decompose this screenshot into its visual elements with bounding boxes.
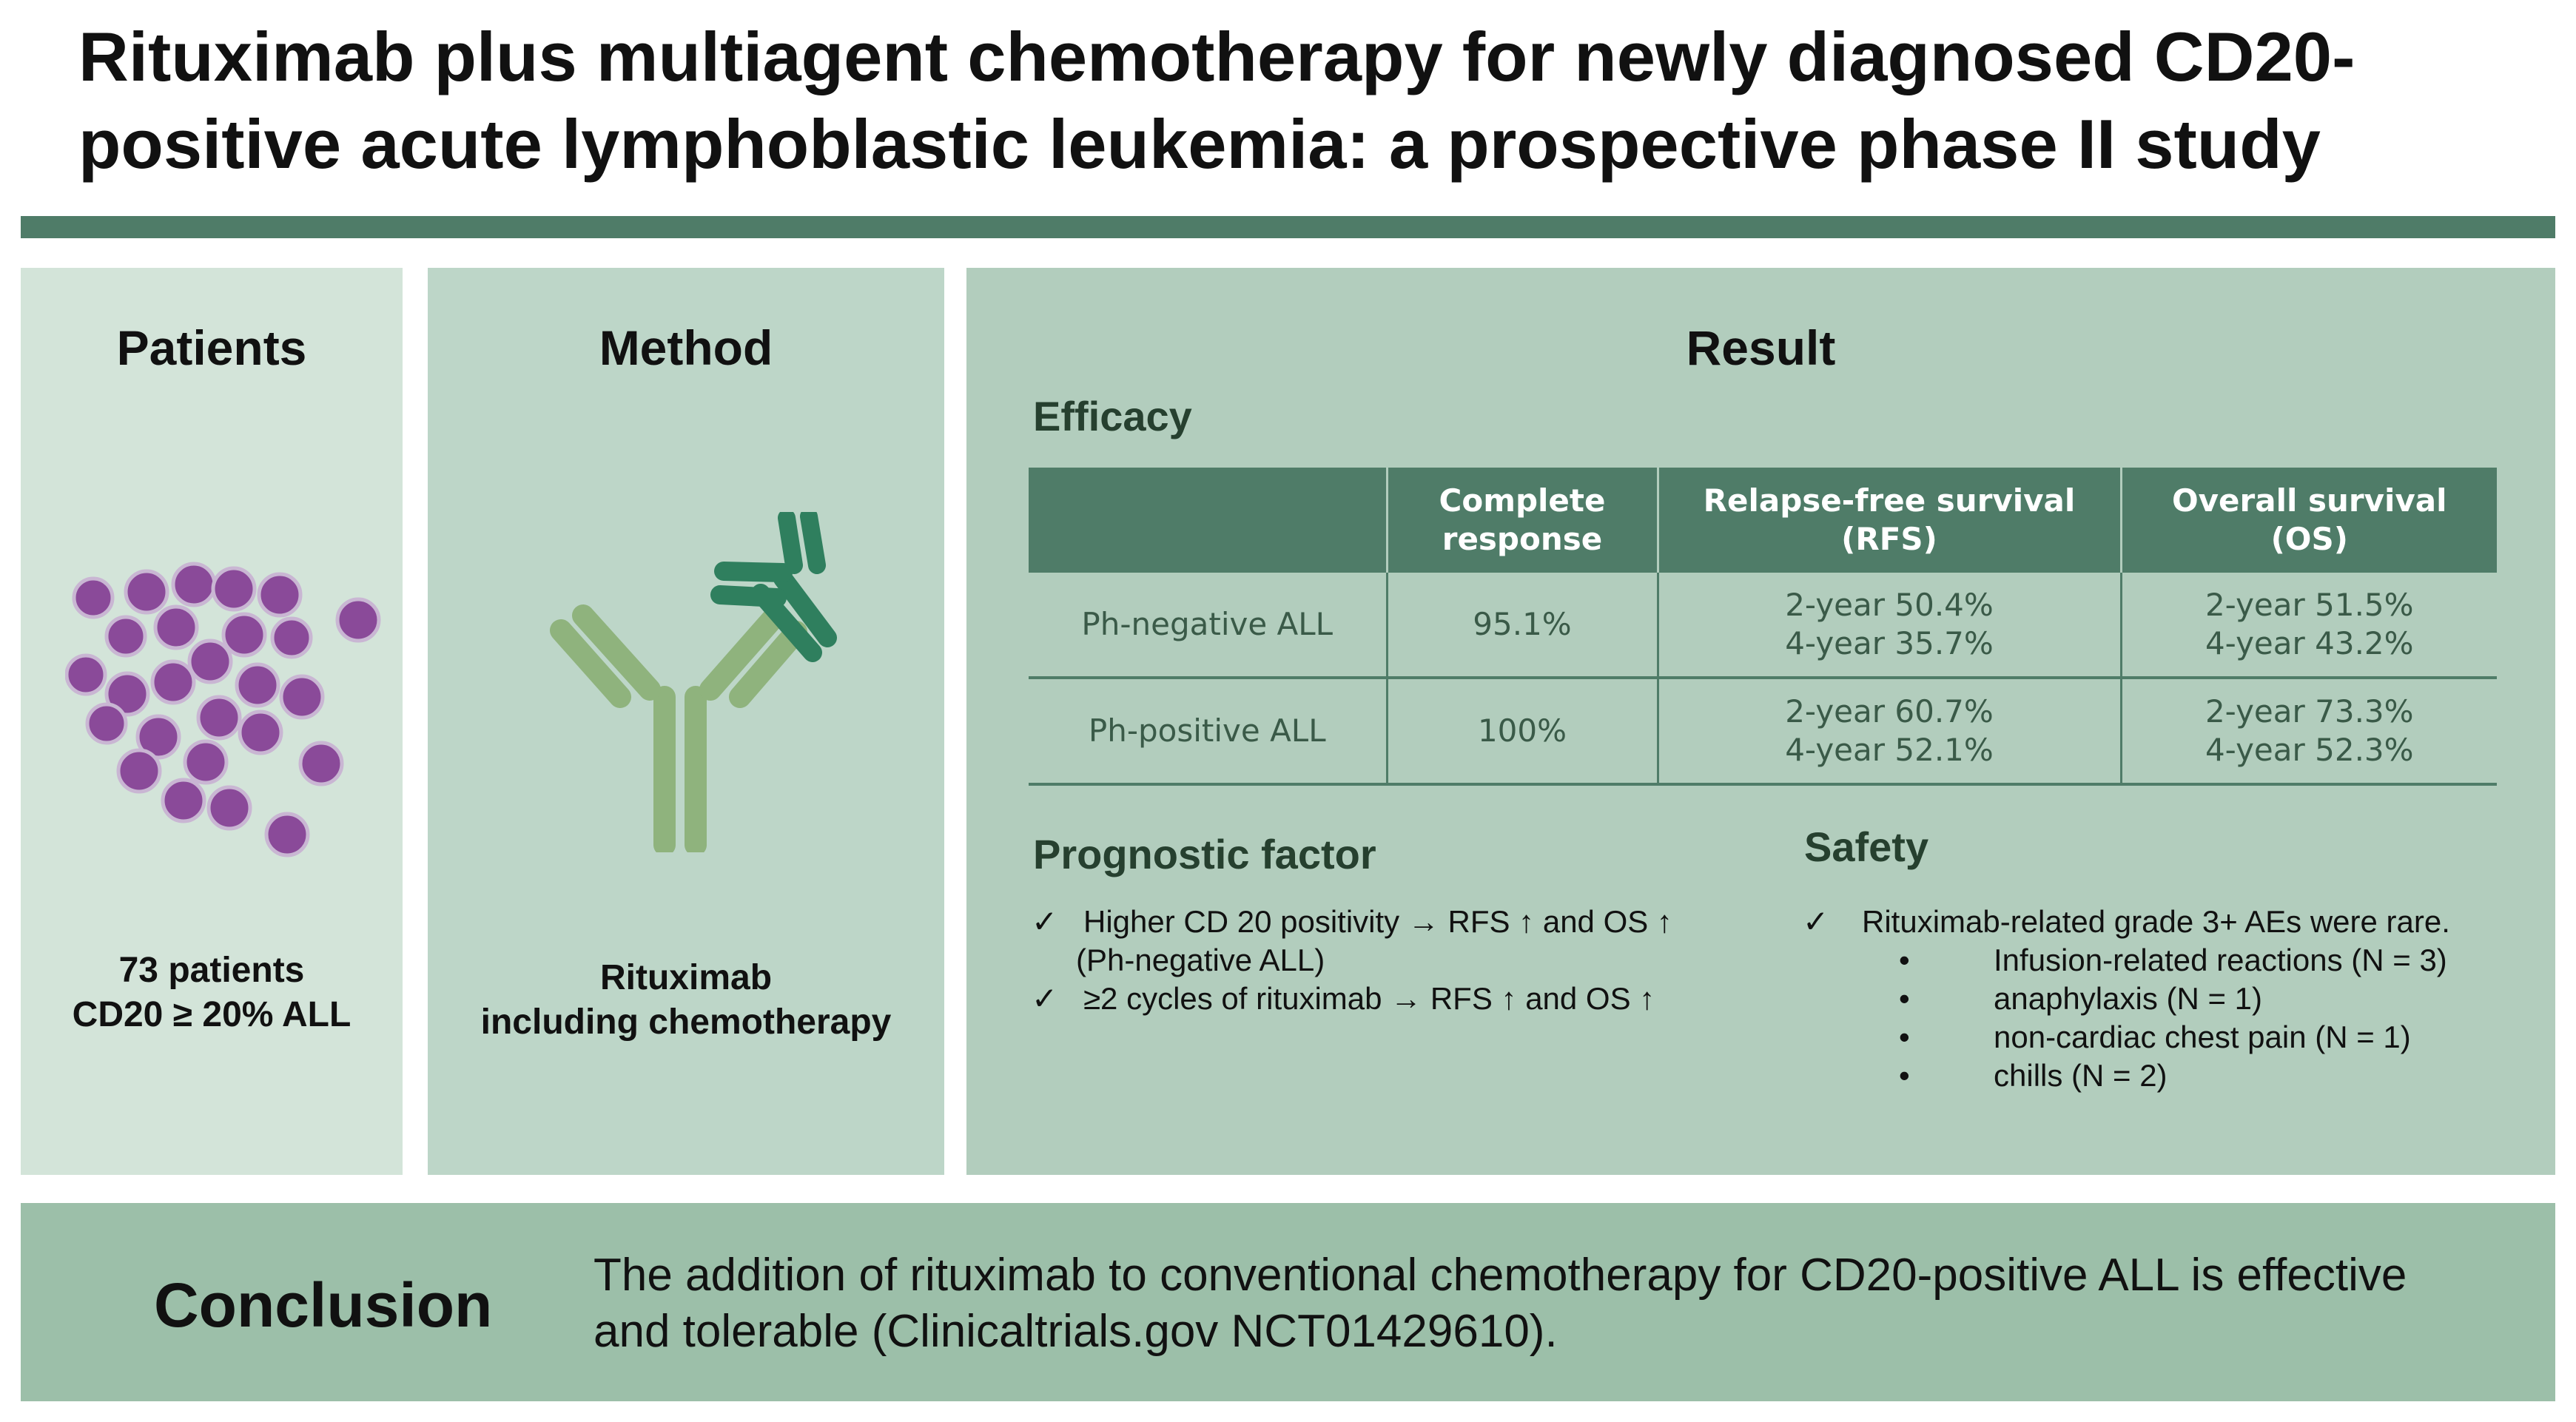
- prognostic-list: ✓ Higher CD 20 positivity → RFS ↑ and OS …: [1032, 903, 1672, 1018]
- table-row: Ph-positive ALL 100% 2-year 60.7% 4-year…: [1029, 678, 2497, 786]
- row-cr: 95.1%: [1385, 573, 1658, 679]
- method-caption: Rituximab including chemotherapy: [428, 956, 944, 1045]
- safety-list: ✓ Rituximab-related grade 3+ AEs were rar…: [1803, 903, 2450, 1095]
- conclusion-text: The addition of rituximab to conventiona…: [593, 1247, 2518, 1360]
- method-panel: Method Rituximab including chemotherapy: [428, 268, 944, 1175]
- title-line-1: Rituximab plus multiagent chemotherapy f…: [78, 18, 2355, 95]
- table-header-row: Complete response Relapse-free survival …: [1029, 468, 2497, 573]
- efficacy-table: Complete response Relapse-free survival …: [1029, 468, 2497, 786]
- bullet-item: • Infusion-related reactions (N = 3): [1803, 941, 2450, 980]
- method-regimen: including chemotherapy: [480, 1003, 892, 1042]
- header-complete-response: Complete response: [1385, 468, 1658, 573]
- safety-title: Safety: [1804, 823, 1929, 870]
- patients-panel: Patients: [21, 268, 403, 1175]
- bullet-icon: •: [1899, 1058, 1910, 1093]
- patients-count: 73 patients: [118, 951, 305, 990]
- result-heading: Result: [1686, 320, 1836, 375]
- method-drug: Rituximab: [599, 958, 773, 997]
- row-os: 2-year 51.5% 4-year 43.2%: [2119, 573, 2497, 679]
- bullet-item: • chills (N = 2): [1803, 1057, 2450, 1095]
- antibody-svg: [550, 508, 837, 856]
- conclusion-panel: Conclusion The addition of rituximab to …: [21, 1203, 2555, 1401]
- list-item: ✓ Rituximab-related grade 3+ AEs were rar…: [1803, 903, 2450, 941]
- conclusion-line-2: and tolerable (Clinicaltrials.gov NCT014…: [593, 1306, 1558, 1357]
- efficacy-title: Efficacy: [1033, 393, 1192, 439]
- table-row: Ph-negative ALL 95.1% 2-year 50.4% 4-yea…: [1029, 573, 2497, 679]
- bullet-icon: •: [1899, 943, 1910, 977]
- header-rfs: Relapse-free survival (RFS): [1656, 468, 2121, 573]
- conclusion-heading: Conclusion: [154, 1270, 493, 1340]
- antibody-icon: [539, 508, 850, 856]
- list-item: ✓ Higher CD 20 positivity → RFS ↑ and OS …: [1032, 903, 1672, 941]
- row-os: 2-year 73.3% 4-year 52.3%: [2119, 678, 2497, 786]
- header-os: Overall survival (OS): [2119, 468, 2497, 573]
- row-group: Ph-positive ALL: [1029, 678, 1387, 786]
- patients-criteria: CD20 ≥ 20% ALL: [72, 995, 352, 1034]
- cell-cluster-svg: [65, 562, 381, 857]
- conclusion-line-1: The addition of rituximab to conventiona…: [593, 1250, 2407, 1301]
- bullet-icon: •: [1899, 981, 1910, 1016]
- check-icon: ✓: [1803, 904, 1829, 939]
- title-divider: [21, 216, 2555, 238]
- header-group: [1029, 468, 1387, 573]
- list-item-sub: (Ph-negative ALL): [1076, 943, 1325, 977]
- check-icon: ✓: [1032, 981, 1058, 1016]
- title-line-2: positive acute lymphoblastic leukemia: a…: [78, 105, 2321, 183]
- list-item: ✓ ≥2 cycles of rituximab → RFS ↑ and OS ↑: [1032, 980, 1672, 1018]
- row-rfs: 2-year 50.4% 4-year 35.7%: [1656, 573, 2121, 679]
- row-rfs: 2-year 60.7% 4-year 52.1%: [1656, 678, 2121, 786]
- check-icon: ✓: [1032, 904, 1058, 939]
- page-title: Rituximab plus multiagent chemotherapy f…: [78, 13, 2520, 188]
- bullet-item: • anaphylaxis (N = 1): [1803, 980, 2450, 1018]
- bullet-icon: •: [1899, 1020, 1910, 1054]
- bullet-item: • non-cardiac chest pain (N = 1): [1803, 1018, 2450, 1057]
- row-group: Ph-negative ALL: [1029, 573, 1387, 679]
- patients-caption: 73 patients CD20 ≥ 20% ALL: [21, 948, 403, 1037]
- cell-cluster-icon: [65, 549, 406, 860]
- row-cr: 100%: [1385, 678, 1658, 786]
- patients-heading: Patients: [116, 320, 307, 375]
- method-heading: Method: [599, 320, 773, 375]
- prognostic-title: Prognostic factor: [1033, 831, 1376, 877]
- result-panel: Result Efficacy Complete response Relaps…: [966, 268, 2555, 1175]
